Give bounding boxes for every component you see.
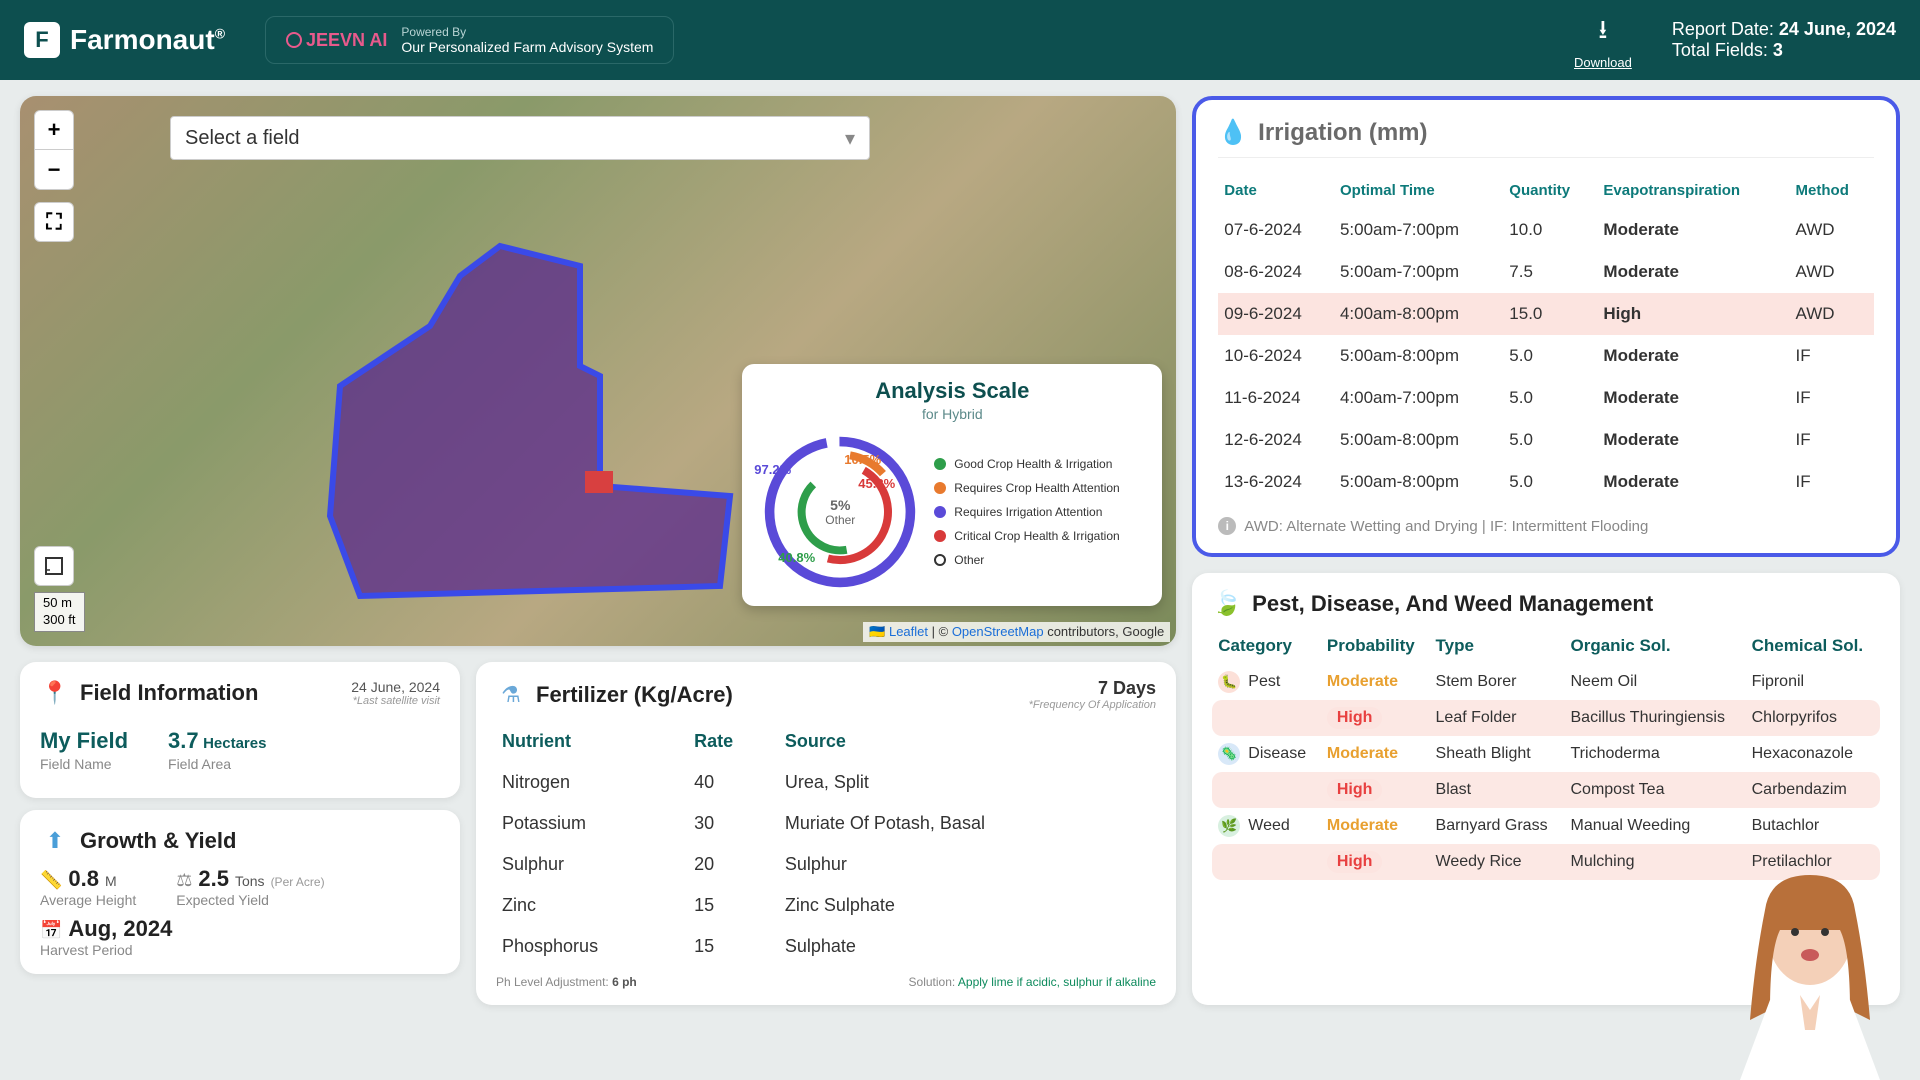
analysis-donut-chart: 97.2% 10.5% 45.8% 40.8% 5%Other: [760, 432, 920, 592]
legend-item: Other: [934, 553, 1144, 567]
legend-item: Requires Irrigation Attention: [934, 505, 1144, 519]
growth-icon: ⬆: [40, 826, 70, 856]
table-row: Phosphorus15Sulphate: [496, 926, 1156, 967]
table-row: 🦠DiseaseModerateSheath BlightTrichoderma…: [1212, 736, 1880, 772]
table-row: 09-6-20244:00am-8:00pm15.0HighAWD: [1218, 293, 1874, 335]
table-row: Zinc15Zinc Sulphate: [496, 885, 1156, 926]
powered-by-label: Powered By: [401, 25, 653, 39]
table-row: Nitrogen40Urea, Split: [496, 762, 1156, 803]
table-row: 11-6-20244:00am-7:00pm5.0ModerateIF: [1218, 377, 1874, 419]
table-row: 10-6-20245:00am-8:00pm5.0ModerateIF: [1218, 335, 1874, 377]
info-icon: i: [1218, 517, 1236, 535]
analysis-subtitle: for Hybrid: [760, 406, 1144, 422]
field-select-dropdown[interactable]: Select a field: [170, 116, 870, 160]
table-row: Potassium30Muriate Of Potash, Basal: [496, 803, 1156, 844]
growth-yield-card: ⬆ Growth & Yield 📏0.8M Average Height ⚖2…: [20, 810, 460, 974]
pest-table: Category Probability Type Organic Sol. C…: [1212, 628, 1880, 880]
field-polygon: [300, 236, 750, 616]
irrigation-note: i AWD: Alternate Wetting and Drying | IF…: [1218, 517, 1874, 535]
table-row: 08-6-20245:00am-7:00pm7.5ModerateAWD: [1218, 251, 1874, 293]
brand-logo: F Farmonaut®: [24, 22, 225, 58]
fertilizer-table: Nutrient Rate Source Nitrogen40Urea, Spl…: [496, 721, 1156, 967]
field-name-value: My Field: [40, 728, 128, 754]
map-attribution: 🇺🇦 Leaflet | © OpenStreetMap contributor…: [863, 622, 1170, 642]
field-area-value: 3.7: [168, 728, 199, 753]
legend-item: Good Crop Health & Irrigation: [934, 457, 1144, 471]
logo-mark-icon: F: [24, 22, 60, 58]
irrigation-table: Date Optimal Time Quantity Evapotranspir…: [1218, 172, 1874, 503]
analysis-title: Analysis Scale: [760, 378, 1144, 404]
ruler-icon: [44, 556, 64, 576]
table-row: 07-6-20245:00am-7:00pm10.0ModerateAWD: [1218, 209, 1874, 251]
irrigation-icon: 💧: [1218, 118, 1248, 147]
table-row: 12-6-20245:00am-8:00pm5.0ModerateIF: [1218, 419, 1874, 461]
leaf-icon: 🍃: [1212, 589, 1242, 618]
flask-icon: ⚗: [496, 680, 526, 710]
measure-button[interactable]: [34, 546, 74, 586]
leaflet-link[interactable]: Leaflet: [889, 624, 928, 639]
calendar-icon: 📅: [40, 920, 62, 941]
report-meta: Report Date: 24 June, 2024 Total Fields:…: [1672, 19, 1896, 61]
header: F Farmonaut® JEEVN AI Powered By Our Per…: [0, 0, 1920, 80]
osm-link[interactable]: OpenStreetMap: [952, 624, 1044, 639]
field-info-card: 📍 Field Information 24 June, 2024*Last s…: [20, 662, 460, 798]
jeevn-logo: JEEVN AI: [286, 30, 387, 51]
analysis-scale-card: Analysis Scale for Hybrid 97.2% 10.5% 45…: [742, 364, 1162, 606]
legend-item: Requires Crop Health Attention: [934, 481, 1144, 495]
table-row: 🐛PestModerateStem BorerNeem OilFipronil: [1212, 664, 1880, 700]
table-row: Sulphur20Sulphur: [496, 844, 1156, 885]
table-row: HighLeaf FolderBacillus ThuringiensisChl…: [1212, 700, 1880, 736]
zoom-in-button[interactable]: +: [34, 110, 74, 150]
jeevn-ring-icon: [286, 32, 302, 48]
location-icon: 📍: [40, 678, 70, 708]
download-icon: ⭳: [1574, 11, 1632, 55]
fertilizer-card: ⚗ Fertilizer (Kg/Acre) 7 Days*Frequency …: [476, 662, 1176, 1005]
table-row: 13-6-20245:00am-8:00pm5.0ModerateIF: [1218, 461, 1874, 503]
presenter-avatar: [1720, 860, 1900, 1080]
jeevn-tagline: Our Personalized Farm Advisory System: [401, 39, 653, 55]
yield-icon: ⚖: [176, 870, 192, 891]
irrigation-card: 💧 Irrigation (mm) Date Optimal Time Quan…: [1192, 96, 1900, 557]
fullscreen-button[interactable]: ⛶: [34, 202, 74, 242]
height-icon: 📏: [40, 870, 62, 891]
map-panel[interactable]: + − ⛶ Select a field 50 m 300 ft Analysi…: [20, 96, 1176, 646]
legend-item: Critical Crop Health & Irrigation: [934, 529, 1144, 543]
zoom-out-button[interactable]: −: [34, 150, 74, 190]
download-button[interactable]: ⭳ Download: [1574, 11, 1632, 70]
table-row: 🌿WeedModerateBarnyard GrassManual Weedin…: [1212, 808, 1880, 844]
jeevn-box: JEEVN AI Powered By Our Personalized Far…: [265, 16, 674, 64]
table-row: HighBlastCompost TeaCarbendazim: [1212, 772, 1880, 808]
scale-bar: 50 m 300 ft: [34, 592, 85, 632]
